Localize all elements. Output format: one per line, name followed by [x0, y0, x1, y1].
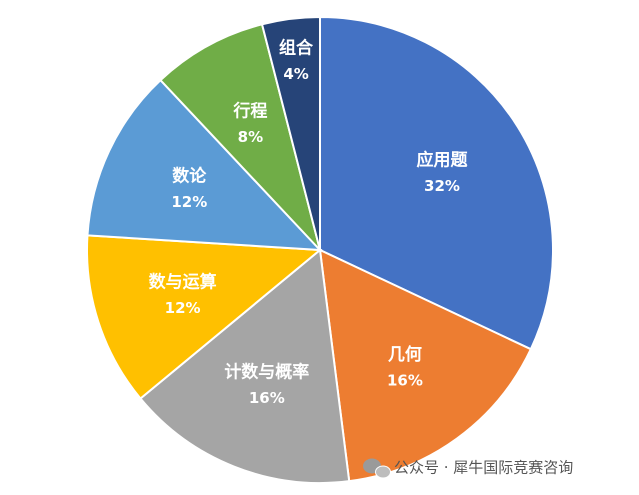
- pie-slice: [159, 23, 321, 251]
- slice-label: 组合: [279, 37, 314, 58]
- slice-label: 数论: [172, 165, 207, 186]
- pie-slice: [318, 248, 533, 483]
- slice-label: 应用题: [416, 150, 468, 171]
- pie-slice: [319, 15, 554, 351]
- pie-slice: [260, 15, 321, 251]
- slice-value-label: 32%: [424, 177, 460, 195]
- slice-value-label: 12%: [165, 299, 201, 317]
- watermark-text: 公众号 · 犀牛国际竞赛咨询: [394, 459, 573, 477]
- watermark-icon: [375, 465, 391, 479]
- watermark: 公众号 · 犀牛国际竞赛咨询: [363, 458, 573, 479]
- slice-value-label: 12%: [171, 193, 207, 211]
- pie: 应用题 32% 几何 16% 计数与概率 16% 数与运算 12% 数论 12% 行程 8% 组合 4%: [86, 15, 554, 484]
- pie-slice: [86, 234, 323, 400]
- slice-label: 行程: [232, 100, 267, 121]
- slice-value-label: 16%: [387, 371, 423, 389]
- slice-value-label: 8%: [238, 128, 263, 146]
- slice-value-label: 4%: [283, 65, 308, 83]
- slice-label: 计数与概率: [224, 361, 309, 382]
- pie-slice: [86, 78, 323, 252]
- slice-label: 数与运算: [149, 272, 217, 293]
- slice-value-label: 16%: [249, 389, 285, 407]
- pie-slice: [139, 248, 351, 484]
- slice-label: 几何: [388, 344, 422, 365]
